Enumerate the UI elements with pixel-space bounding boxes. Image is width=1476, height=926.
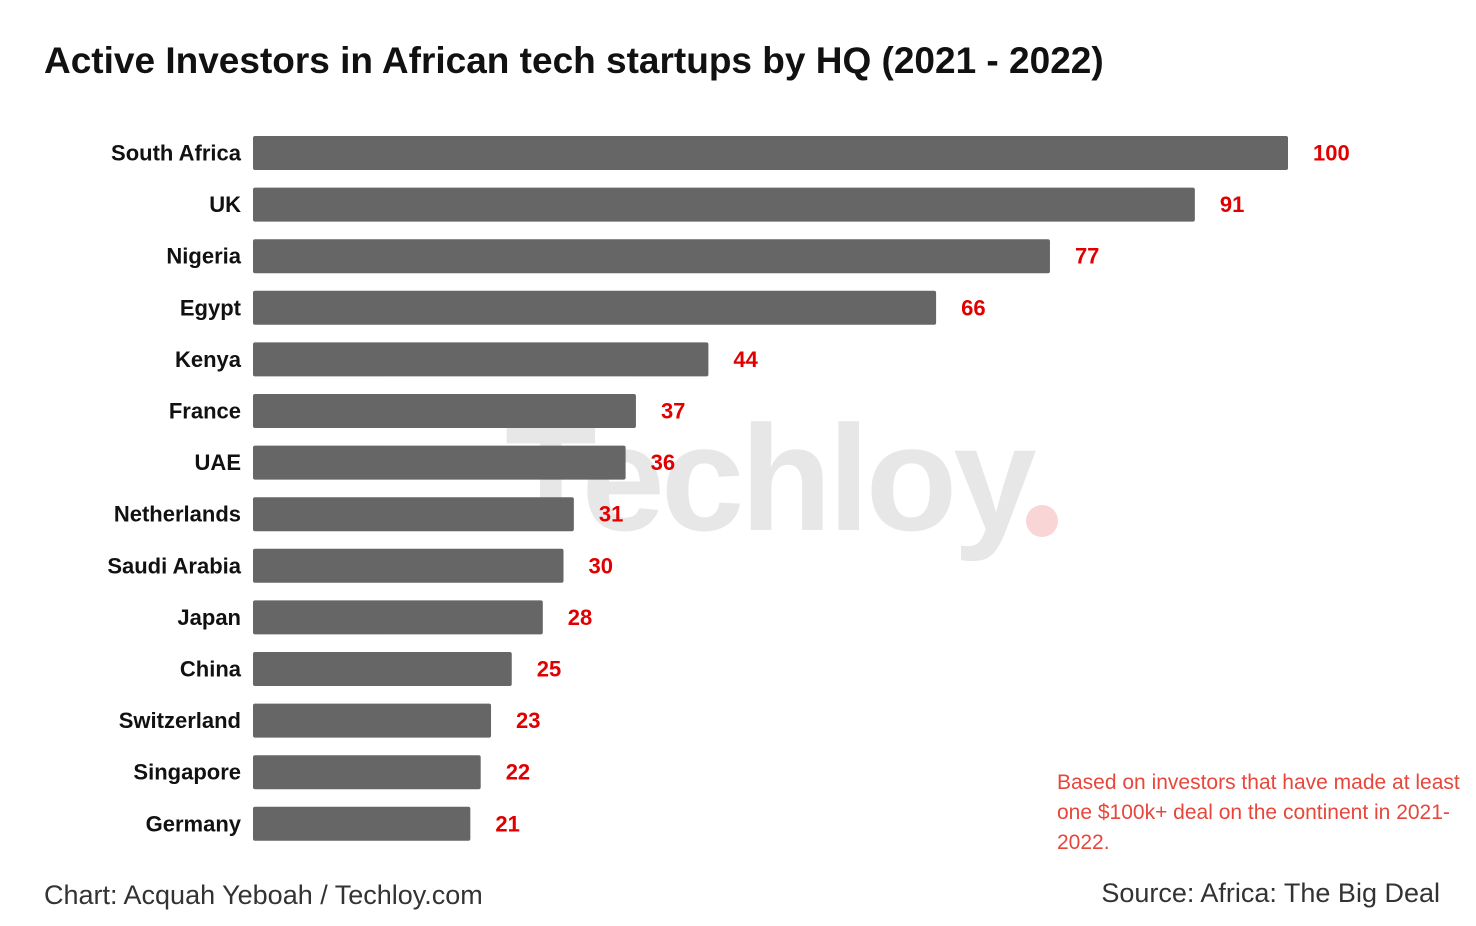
data-label: 77 <box>1075 244 1099 269</box>
category-label: Saudi Arabia <box>107 553 241 578</box>
watermark-dot <box>1026 505 1058 537</box>
data-label: 30 <box>589 553 613 578</box>
data-label: 66 <box>961 295 985 320</box>
footnote: Based on investors that have made at lea… <box>1057 771 1460 854</box>
bar <box>253 497 574 532</box>
data-label: 22 <box>506 760 530 785</box>
category-label: UK <box>209 192 241 217</box>
bar <box>253 755 481 790</box>
data-label: 36 <box>651 450 675 475</box>
chart-credit: Chart: Acquah Yeboah / Techloy.com <box>44 880 483 910</box>
data-label: 91 <box>1220 192 1244 217</box>
data-label: 37 <box>661 399 685 424</box>
bar <box>253 136 1288 170</box>
data-label: 44 <box>733 347 758 372</box>
category-label: France <box>169 399 241 424</box>
data-source: Source: Africa: The Big Deal <box>1101 878 1440 908</box>
chart-title: Active Investors in African tech startup… <box>44 40 1104 81</box>
category-label: Japan <box>177 605 241 630</box>
category-label: Kenya <box>175 347 242 372</box>
bar <box>253 394 636 428</box>
data-label: 100 <box>1313 141 1350 166</box>
bar <box>253 290 937 325</box>
bar <box>253 600 543 635</box>
data-label: 31 <box>599 502 623 527</box>
category-label: South Africa <box>111 141 242 166</box>
data-label: 25 <box>537 657 561 682</box>
bar <box>253 806 471 841</box>
category-label: Switzerland <box>119 708 241 733</box>
bar <box>253 445 626 480</box>
bar <box>253 652 512 686</box>
category-label: China <box>180 657 242 682</box>
bar <box>253 548 564 583</box>
category-label: Egypt <box>180 295 242 320</box>
data-label: 28 <box>568 605 592 630</box>
bar <box>253 342 709 377</box>
category-label: UAE <box>195 450 241 475</box>
category-label: Germany <box>146 811 242 836</box>
data-label: 21 <box>495 811 519 836</box>
bar <box>253 239 1050 274</box>
bar <box>253 187 1195 222</box>
category-label: Netherlands <box>114 502 241 527</box>
category-label: Nigeria <box>166 244 241 269</box>
category-label: Singapore <box>133 760 241 785</box>
data-label: 23 <box>516 708 540 733</box>
bar <box>253 703 492 738</box>
